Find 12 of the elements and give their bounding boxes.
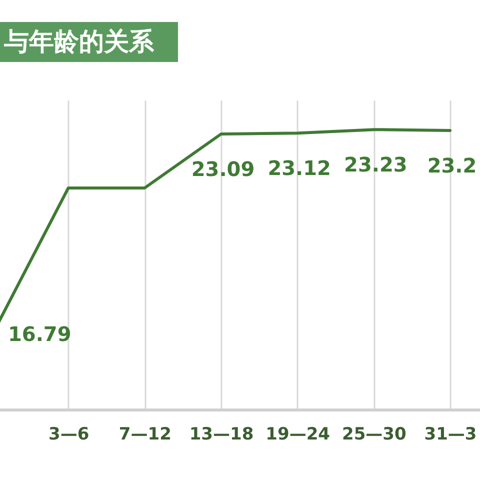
x-tick-label: 19—24 bbox=[266, 424, 330, 444]
chart-title: 与年龄的关系 bbox=[3, 27, 155, 56]
x-tick-label: 13—18 bbox=[189, 424, 254, 444]
data-label: 23.23 bbox=[344, 152, 408, 177]
x-tick-label: 31—3 bbox=[424, 424, 477, 444]
data-label: 23.2 bbox=[427, 154, 477, 178]
data-label: 16.79 bbox=[8, 322, 72, 346]
x-tick-label: 25—30 bbox=[342, 424, 406, 444]
x-tick-label: 3—6 bbox=[48, 424, 90, 444]
x-tick-label: 7—12 bbox=[118, 424, 172, 444]
data-label: 23.12 bbox=[268, 156, 331, 180]
data-label: 23.09 bbox=[191, 157, 255, 182]
